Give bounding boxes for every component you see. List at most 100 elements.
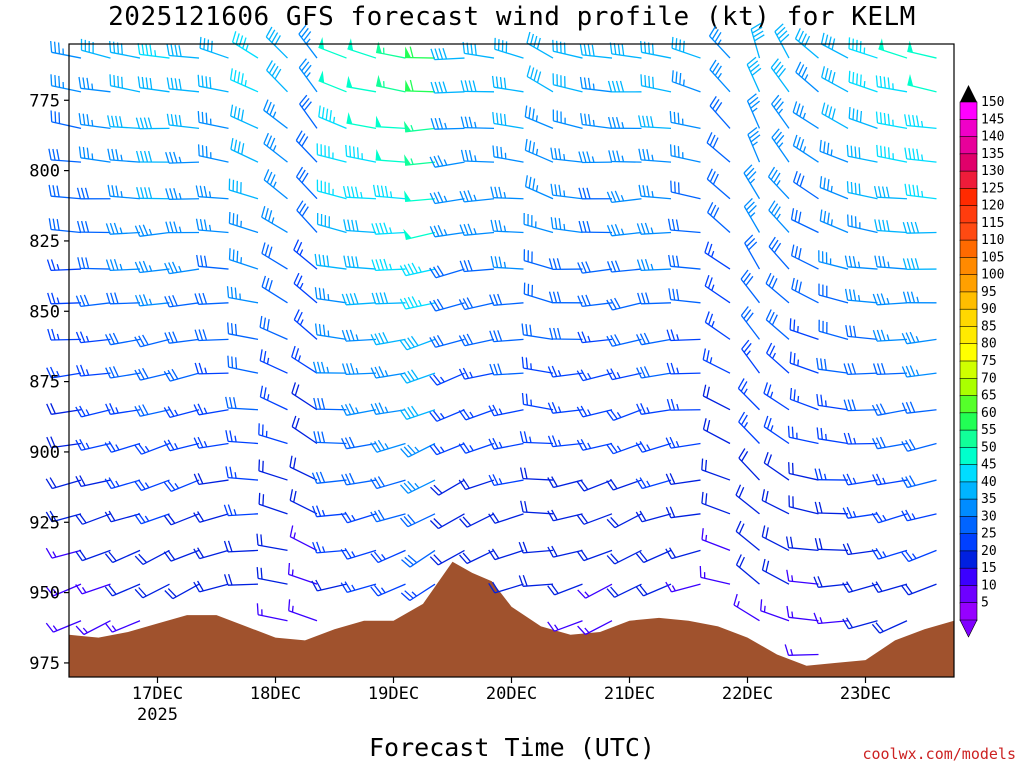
barb-full xyxy=(137,512,146,523)
wind-barb xyxy=(640,74,672,93)
wind-barb xyxy=(370,476,406,490)
barb-half xyxy=(752,141,758,147)
barb-full xyxy=(792,101,798,113)
barb-flag xyxy=(907,40,914,53)
barb-full xyxy=(706,168,713,180)
barb-full xyxy=(169,151,174,164)
barb-half xyxy=(85,409,90,416)
wind-barb xyxy=(846,181,878,200)
barb-full xyxy=(169,221,174,233)
barb-full xyxy=(374,510,381,522)
barb-full xyxy=(640,40,643,53)
barb-full xyxy=(915,115,920,127)
barb-full xyxy=(54,111,57,123)
barb-full xyxy=(606,410,614,421)
wind-barb xyxy=(901,331,937,345)
wind-barb xyxy=(709,59,731,93)
barb-full xyxy=(370,334,377,345)
wind-barb xyxy=(197,74,229,93)
wind-barb xyxy=(747,126,761,163)
barb-full xyxy=(908,147,912,160)
wind-barb xyxy=(346,112,377,130)
barb-staff xyxy=(705,321,731,340)
barb-staff xyxy=(257,544,288,552)
colorbar-label: 45 xyxy=(981,458,997,473)
barb-full xyxy=(914,258,920,270)
barb-full xyxy=(121,76,124,89)
wind-barb xyxy=(740,269,761,304)
wind-barb xyxy=(299,94,318,129)
barb-staff xyxy=(437,549,465,566)
wind-barb xyxy=(163,439,200,452)
barb-full xyxy=(231,31,237,43)
barb-full xyxy=(259,385,264,398)
wind-barb xyxy=(548,291,583,304)
barb-staff xyxy=(50,338,82,341)
barb-full xyxy=(521,323,525,335)
barb-full xyxy=(298,133,306,144)
barb-full xyxy=(711,62,720,73)
wind-barb xyxy=(706,168,731,200)
barb-full xyxy=(743,164,753,174)
wind-barb xyxy=(606,478,642,491)
wind-barb xyxy=(665,436,701,449)
barb-full xyxy=(75,295,82,307)
barb-full xyxy=(844,288,849,301)
barb-staff xyxy=(493,230,524,234)
barb-full xyxy=(610,586,619,597)
colorbar-label: 110 xyxy=(981,233,1004,248)
wind-barb xyxy=(873,185,908,200)
wind-barb xyxy=(704,241,731,270)
barb-full xyxy=(288,599,291,611)
barb-staff xyxy=(847,191,878,200)
barb-half xyxy=(469,445,474,451)
barb-full xyxy=(906,221,912,234)
barb-flag xyxy=(375,149,382,161)
barb-full xyxy=(411,262,418,274)
barb-full xyxy=(766,342,773,354)
wind-barb xyxy=(901,401,937,414)
barb-full xyxy=(814,538,819,550)
credit-link[interactable]: coolwx.com/models xyxy=(862,745,1016,763)
wind-barb xyxy=(134,260,170,274)
wind-barb xyxy=(340,547,377,560)
barb-half xyxy=(671,585,676,592)
barb-full xyxy=(909,401,916,413)
barb-full xyxy=(714,31,722,43)
barb-half xyxy=(439,446,445,453)
wind-barb xyxy=(50,40,82,59)
barb-full xyxy=(199,218,204,231)
wind-barb xyxy=(50,110,82,130)
colorbar-swatch xyxy=(959,291,978,310)
barb-full xyxy=(528,140,532,152)
barb-full xyxy=(50,259,56,271)
barb-full xyxy=(463,190,469,202)
wind-barb xyxy=(518,541,554,554)
barb-full xyxy=(256,533,259,546)
barb-half xyxy=(178,156,182,163)
wind-barb xyxy=(288,599,318,622)
barb-half xyxy=(266,357,270,365)
colorbar-label: 100 xyxy=(981,268,1004,283)
barb-full xyxy=(348,403,355,415)
barb-staff xyxy=(908,549,937,563)
barb-full xyxy=(910,258,916,270)
colorbar-swatch xyxy=(959,533,978,552)
barb-full xyxy=(636,403,642,415)
barb-full xyxy=(616,150,621,162)
wind-barb xyxy=(134,334,170,348)
barb-full xyxy=(264,244,270,256)
x-tick-label: 22DEC xyxy=(722,684,773,704)
barb-half xyxy=(56,297,60,304)
barb-full xyxy=(912,148,916,160)
wind-barb xyxy=(876,144,908,163)
wind-barb xyxy=(844,255,878,270)
barb-staff xyxy=(762,536,790,551)
wind-barb xyxy=(708,26,731,59)
barb-full xyxy=(761,525,766,537)
barb-full xyxy=(614,297,621,309)
barb-full xyxy=(138,368,145,380)
wind-barb xyxy=(166,77,200,93)
barb-full xyxy=(105,223,111,235)
barb-full xyxy=(580,113,583,125)
